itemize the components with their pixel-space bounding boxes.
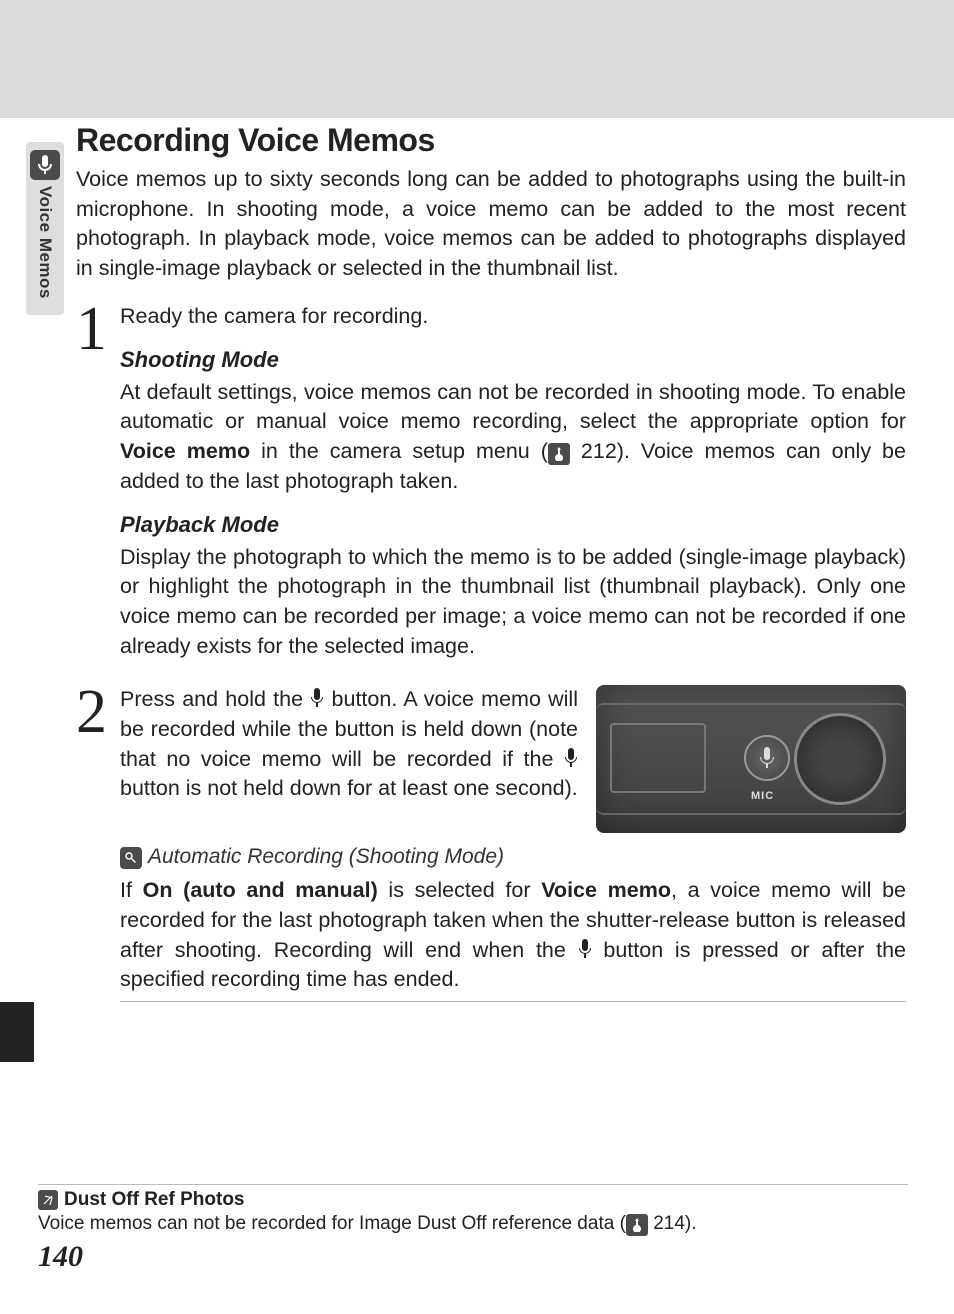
camera-illustration: MIC (596, 685, 906, 833)
page-ref-icon (548, 443, 570, 465)
tip-box: Automatic Recording (Shooting Mode) If O… (120, 843, 906, 1002)
playback-mode-heading: Playback Mode (120, 510, 906, 540)
header-band (0, 0, 954, 118)
note-icon (38, 1190, 58, 1210)
shooting-mode-heading: Shooting Mode (120, 345, 906, 375)
step-2: 2 Press and hold the button. A voice mem… (76, 685, 906, 1002)
content: Recording Voice Memos Voice memos up to … (76, 122, 906, 1012)
intro-paragraph: Voice memos up to sixty seconds long can… (76, 165, 906, 284)
tip-heading: Automatic Recording (Shooting Mode) (120, 843, 906, 872)
camera-mic-button (744, 735, 790, 781)
mic-button-icon (564, 747, 578, 769)
step1-lead: Ready the camera for recording. (120, 302, 906, 332)
manual-page: Voice Memos Recording Voice Memos Voice … (0, 0, 954, 1314)
step-number-1: 1 (76, 302, 120, 676)
footer-heading: Dust Off Ref Photos (38, 1184, 908, 1211)
footer-body: Voice memos can not be recorded for Imag… (38, 1213, 908, 1236)
side-tab-label: Voice Memos (35, 186, 55, 299)
footer: Dust Off Ref Photos Voice memos can not … (38, 1184, 908, 1274)
section-marker (0, 1002, 34, 1062)
step-1: 1 Ready the camera for recording. Shooti… (76, 302, 906, 676)
tip-icon (120, 847, 142, 869)
shooting-mode-text: At default settings, voice memos can not… (120, 378, 906, 497)
camera-mic-label: MIC (751, 789, 774, 804)
page-ref-icon (626, 1214, 648, 1236)
mic-tab-icon (30, 150, 60, 180)
step2-text: Press and hold the button. A voice memo … (120, 685, 578, 804)
side-tab: Voice Memos (26, 142, 64, 315)
step-number-2: 2 (76, 685, 120, 1002)
page-title: Recording Voice Memos (76, 122, 906, 159)
mic-button-icon (578, 938, 592, 960)
tip-body: If On (auto and manual) is selected for … (120, 876, 906, 995)
mic-button-icon (310, 687, 324, 709)
page-number: 140 (38, 1240, 908, 1274)
playback-mode-text: Display the photograph to which the memo… (120, 543, 906, 662)
